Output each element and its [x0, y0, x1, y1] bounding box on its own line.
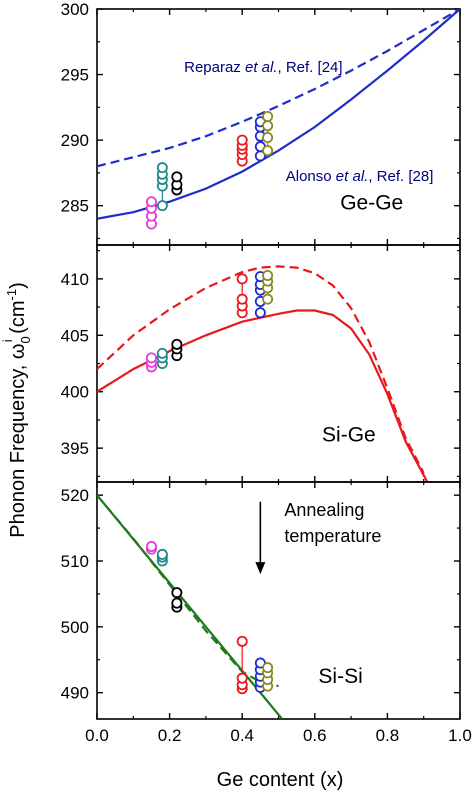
y-axis-label: Phonon Frequency, ω0i (cm-1)	[0, 282, 33, 538]
panel-label-si-ge: Si-Ge	[322, 423, 376, 446]
x-tick-label: 0.8	[376, 726, 400, 745]
y-tick-label: 295	[61, 66, 89, 85]
panel-label-ge-ge: Ge-Ge	[340, 192, 403, 215]
data-point-teal	[156, 200, 168, 212]
data-point-olive	[262, 111, 274, 123]
y-tick-label: 490	[61, 684, 89, 703]
data-point-magenta	[145, 352, 157, 364]
y-tick-label: 520	[61, 486, 89, 505]
data-point-red	[236, 293, 248, 305]
y-tick-label: 500	[61, 618, 89, 637]
data-point-red	[236, 672, 248, 684]
data-point-olive	[262, 131, 274, 143]
x-tick-label: 0.2	[158, 726, 182, 745]
curve-dashed-green	[97, 494, 279, 688]
annealing-arrow-head	[255, 562, 266, 575]
data-point-red	[236, 273, 248, 285]
curve-solid-blue	[97, 9, 460, 220]
data-point-black	[171, 587, 183, 599]
curve-dashed-blue	[97, 9, 460, 168]
curve-annotation: Alonso et al., Ref. [28]	[286, 168, 434, 185]
y-tick-label: 510	[61, 552, 89, 571]
curve-annotation: Reparaz et al., Ref. [24]	[184, 59, 342, 76]
data-point-olive	[262, 293, 274, 305]
curve-solid-red	[97, 309, 429, 482]
y-tick-label: 290	[61, 131, 89, 150]
y-tick-label: 285	[61, 197, 89, 216]
panel-label-si-si: Si-Si	[318, 665, 362, 688]
data-point-magenta	[145, 196, 157, 208]
data-point-blue	[254, 307, 266, 319]
x-axis-label: Ge content (x)	[217, 769, 344, 791]
data-point-olive	[262, 662, 274, 674]
x-tick-label: 0.4	[230, 726, 254, 745]
data-point-black	[171, 597, 183, 609]
data-point-teal	[156, 548, 168, 560]
data-point-magenta	[145, 541, 157, 553]
y-tick-label: 300	[61, 0, 89, 19]
y-tick-label: 410	[61, 270, 89, 289]
data-point-black	[171, 338, 183, 350]
data-point-teal	[156, 162, 168, 174]
data-point-olive	[262, 145, 274, 157]
x-tick-label: 1.0	[448, 726, 472, 745]
data-point-black	[171, 171, 183, 183]
data-point-olive	[262, 120, 274, 132]
panel-frame	[96, 481, 461, 720]
panel-si-si: 490 500 510 520 Si-Si Annealing temperature 0.0…	[61, 481, 472, 745]
data-point-red	[236, 134, 248, 146]
x-tick-label: 0.6	[303, 726, 327, 745]
y-tick-label: 405	[61, 326, 89, 345]
arrow-label-line2: temperature	[284, 526, 381, 546]
panel-ge-ge: 285 290 295 300 Reparaz et al., Ref. [24] Alo…	[61, 0, 461, 246]
curve-dashed-red	[97, 265, 425, 474]
x-tick-label: 0.0	[85, 726, 109, 745]
data-point-olive	[262, 269, 274, 281]
data-point-red	[236, 635, 248, 647]
panel-si-ge: 395 400 405 410 Si-Ge	[61, 244, 461, 483]
y-tick-label: 400	[61, 383, 89, 402]
arrow-label-line1: Annealing	[284, 500, 364, 520]
y-tick-label: 395	[61, 439, 89, 458]
data-point-teal	[156, 347, 168, 359]
